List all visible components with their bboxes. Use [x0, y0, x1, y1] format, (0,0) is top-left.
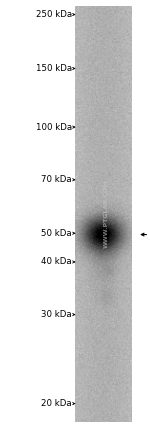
Text: 70 kDa: 70 kDa: [41, 175, 72, 184]
Text: 30 kDa: 30 kDa: [41, 310, 72, 319]
Text: 250 kDa: 250 kDa: [36, 10, 72, 19]
Text: 40 kDa: 40 kDa: [41, 257, 72, 267]
Text: 50 kDa: 50 kDa: [41, 229, 72, 238]
Text: 150 kDa: 150 kDa: [36, 64, 72, 73]
Text: 100 kDa: 100 kDa: [36, 122, 72, 132]
Text: 20 kDa: 20 kDa: [41, 399, 72, 408]
Text: WWW.PTGLAB.COM: WWW.PTGLAB.COM: [104, 180, 109, 248]
